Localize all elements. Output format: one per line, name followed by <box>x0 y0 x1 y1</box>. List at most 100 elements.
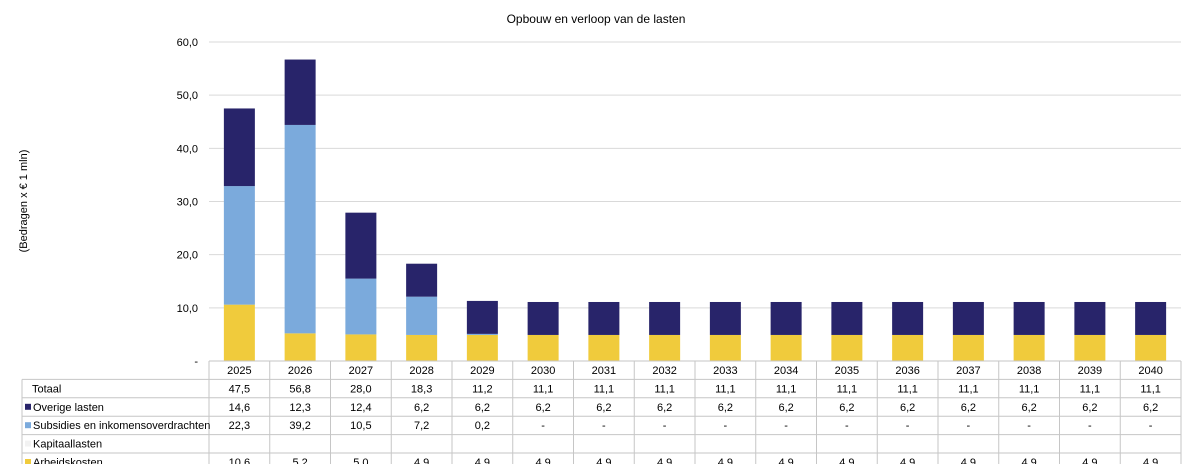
table-cell-value: - <box>1027 420 1031 432</box>
table-cell-value: - <box>845 420 849 432</box>
y-tick-label: 10,0 <box>177 303 198 315</box>
bar-segment <box>466 300 498 334</box>
bar-segment <box>284 124 316 334</box>
table-row-label: Arbeidskosten <box>33 457 103 464</box>
y-tick-label: 30,0 <box>177 197 198 209</box>
x-category-label: 2039 <box>1078 365 1102 377</box>
bar-segment <box>406 334 438 361</box>
bar-segment <box>345 278 377 335</box>
x-category-label: 2038 <box>1017 365 1041 377</box>
table-cell-value: 5,0 <box>353 457 368 464</box>
data-table: 2025 2026 2027 2028 2029 2030 2031 2032 2033 2034… <box>21 360 1182 464</box>
table-cell-value: 11,1 <box>1019 383 1040 395</box>
y-axis-ticks: - 10,0 20,0 30,0 40,0 50,0 60,0 <box>177 37 199 368</box>
bar-segment <box>223 186 255 305</box>
table-cell-value: 10,5 <box>350 420 371 432</box>
table-cell-value: 4,9 <box>1143 457 1158 464</box>
table-cell-value: 11,1 <box>533 383 554 395</box>
table-cell-value: 7,2 <box>414 420 429 432</box>
y-tick-label: 60,0 <box>177 37 198 49</box>
x-category-label: 2025 <box>227 365 251 377</box>
table-cell-value: 11,1 <box>1140 383 1161 395</box>
table-cell-value: 28,0 <box>350 383 371 395</box>
table-cell-value: 6,2 <box>961 402 976 414</box>
table-cell-value: 4,9 <box>839 457 854 464</box>
table-cell-value: 6,2 <box>414 402 429 414</box>
bar-segment <box>406 296 438 335</box>
table-cell-value: - <box>541 420 545 432</box>
bar-segment <box>527 334 559 361</box>
bar-segment <box>892 301 924 335</box>
table-cell-value: 11,1 <box>837 383 858 395</box>
table-cell-value: 6,2 <box>778 402 793 414</box>
table-cell-value: - <box>663 420 667 432</box>
table-cell-value: 4,9 <box>414 457 429 464</box>
table-cell-value: 56,8 <box>289 383 310 395</box>
bar-segment <box>770 301 802 335</box>
x-category-label: 2028 <box>409 365 433 377</box>
table-cell-value: - <box>967 420 971 432</box>
table-cell-value: 6,2 <box>1082 402 1097 414</box>
table-cell-value: 11,1 <box>776 383 797 395</box>
bar-segment <box>406 263 438 297</box>
bar-segment <box>223 108 255 187</box>
table-cell-value: 4,9 <box>535 457 550 464</box>
table-cell-value: - <box>1149 420 1153 432</box>
bar-segment <box>1135 334 1167 361</box>
table-cell-value: 6,2 <box>1143 402 1158 414</box>
x-category-label: 2029 <box>470 365 494 377</box>
bar-segment <box>466 333 498 335</box>
bar-segment <box>345 334 377 361</box>
x-category-label: 2032 <box>652 365 676 377</box>
bar-segment <box>223 304 255 361</box>
table-cell-value: 12,3 <box>289 402 310 414</box>
table-cell-value: 11,1 <box>897 383 918 395</box>
bar-segment <box>466 334 498 361</box>
bar-segment <box>1013 334 1045 361</box>
bar-segment <box>1135 301 1167 335</box>
legend-swatch <box>25 422 31 429</box>
legend-swatch <box>25 459 31 464</box>
table-cell-value: 14,6 <box>229 402 250 414</box>
table-cell-value: 4,9 <box>1021 457 1036 464</box>
table-cell-value: 0,2 <box>475 420 490 432</box>
table-row-label: Totaal <box>32 383 61 395</box>
table-cell-value: 11,2 <box>472 383 493 395</box>
table-row-label: Subsidies en inkomensoverdrachten <box>33 420 210 432</box>
bar-segment <box>709 334 741 361</box>
bar-segment <box>770 334 802 361</box>
table-cell-value: - <box>724 420 728 432</box>
bar-segment <box>709 301 741 335</box>
table-cell-value: 6,2 <box>900 402 915 414</box>
x-category-label: 2026 <box>288 365 312 377</box>
y-axis-label: (Bedragen x € 1 mln) <box>18 150 30 253</box>
table-cell-value: 11,1 <box>594 383 615 395</box>
x-category-label: 2033 <box>713 365 737 377</box>
x-category-label: 2030 <box>531 365 555 377</box>
bar-segment <box>952 334 984 361</box>
bar-segment <box>588 301 620 335</box>
table-cell-value: 4,9 <box>1082 457 1097 464</box>
table-cell-value: 39,2 <box>289 420 310 432</box>
x-category-label: 2040 <box>1138 365 1162 377</box>
bar-segment <box>649 301 681 335</box>
bar-segment <box>952 301 984 335</box>
table-cell-value: 6,2 <box>596 402 611 414</box>
bar-segment <box>284 59 316 125</box>
table-cell-value: - <box>602 420 606 432</box>
table-row-label: Overige lasten <box>33 402 104 414</box>
table-cell-value: 6,2 <box>535 402 550 414</box>
y-tick-label: 20,0 <box>177 250 198 262</box>
table-cell-value: 4,9 <box>778 457 793 464</box>
table-cell-value: 4,9 <box>961 457 976 464</box>
bar-segment <box>527 301 559 335</box>
table-cell-value: 11,1 <box>654 383 675 395</box>
table-cell-value: 6,2 <box>475 402 490 414</box>
table-cell-value: 10,6 <box>229 457 250 464</box>
bar-segment <box>649 334 681 361</box>
table-cell-value: 6,2 <box>657 402 672 414</box>
bar-segment <box>284 333 316 361</box>
table-cell-value: 6,2 <box>1021 402 1036 414</box>
